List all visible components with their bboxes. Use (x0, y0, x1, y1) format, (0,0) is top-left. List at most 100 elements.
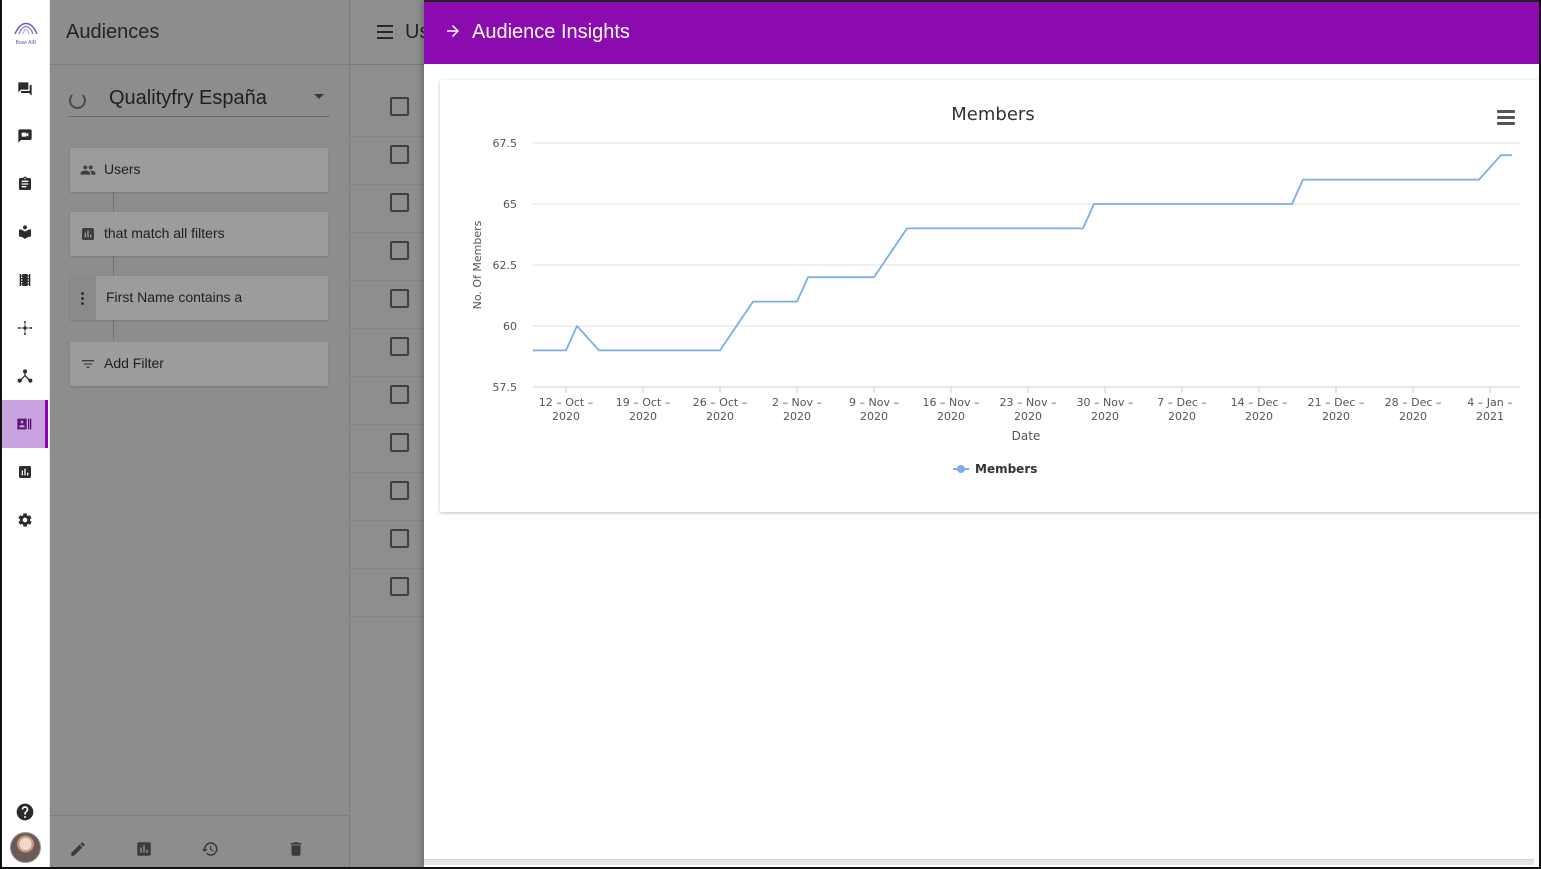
x-tick-label: 26 – Oct – (693, 396, 748, 409)
film-icon (19, 274, 31, 286)
rail-help[interactable] (2, 788, 48, 836)
x-tick-label: 2020 (629, 410, 657, 423)
connector-line (113, 192, 114, 212)
users-card[interactable]: Users (70, 148, 328, 192)
chevron-down-icon (314, 94, 324, 99)
row-checkbox[interactable] (390, 337, 409, 356)
nav-rail: Bose AIR (2, 0, 50, 867)
app-logo[interactable]: Bose AIR (10, 18, 42, 52)
audiences-header: Audiences (50, 0, 349, 65)
drawer-title: Audience Insights (472, 21, 630, 43)
connector-line (113, 320, 114, 340)
x-tick-label: 2 – Nov – (772, 396, 822, 409)
chart-series (533, 154, 1512, 352)
x-tick-label: 2020 (1245, 410, 1273, 423)
rail-video-feedback[interactable] (2, 112, 48, 160)
x-tick-label: 2020 (860, 410, 888, 423)
row-checkbox[interactable] (390, 193, 409, 212)
trash-icon (290, 842, 302, 856)
pencil-icon (71, 842, 85, 856)
delete-button[interactable] (287, 840, 305, 858)
row-checkbox[interactable] (390, 97, 409, 116)
y-tick-label: 65 (503, 198, 517, 211)
list-title: Us (405, 21, 430, 43)
row-divider (350, 376, 425, 377)
row-checkbox[interactable] (390, 481, 409, 500)
drag-handle-icon[interactable] (70, 276, 96, 320)
x-tick-label: 21 – Dec – (1308, 396, 1365, 409)
x-tick-label: 2020 (552, 410, 580, 423)
filter-card[interactable]: First Name contains a (70, 276, 328, 320)
add-filter-button[interactable]: Add Filter (70, 342, 328, 386)
x-tick-label: 30 – Nov – (1077, 396, 1134, 409)
bar-chart-icon (137, 842, 151, 856)
drawer-header: Audience Insights (424, 0, 1539, 64)
rail-chat[interactable] (2, 65, 48, 113)
row-divider (350, 472, 425, 473)
rail-tasks[interactable] (2, 160, 48, 208)
row-checkbox[interactable] (390, 241, 409, 260)
connector-line (113, 256, 114, 276)
close-drawer-button[interactable] (444, 22, 462, 40)
rail-settings[interactable] (2, 496, 48, 544)
insights-button[interactable] (135, 840, 153, 858)
menu-icon[interactable] (377, 25, 393, 39)
y-tick-label: 62.5 (493, 259, 518, 272)
row-divider (350, 424, 425, 425)
row-checkbox[interactable] (390, 577, 409, 596)
row-checkbox[interactable] (390, 433, 409, 452)
horizontal-scrollbar[interactable] (424, 859, 1534, 865)
filter-icon (82, 360, 94, 368)
audiences-panel: Qualityfry España Users that match all f… (50, 65, 349, 815)
background-app: Audiences Qualityfry España Users that m… (50, 0, 429, 867)
members-series-line[interactable] (533, 154, 1512, 352)
x-tick-label: 16 – Nov – (923, 396, 980, 409)
x-tick-label: 2020 (1091, 410, 1119, 423)
rail-study[interactable] (2, 208, 48, 256)
x-tick-label: 2020 (1168, 410, 1196, 423)
x-tick-label: 2020 (1322, 410, 1350, 423)
row-checkbox[interactable] (390, 529, 409, 548)
rail-media[interactable] (2, 256, 48, 304)
chart-menu-button[interactable] (1497, 110, 1515, 126)
rail-reports[interactable] (2, 448, 48, 496)
audiences-toolbar (50, 815, 349, 867)
users-list: Us (349, 0, 429, 867)
rail-network[interactable] (2, 304, 48, 352)
x-tick-label: 2020 (783, 410, 811, 423)
row-divider (350, 232, 425, 233)
page-title: Audiences (66, 21, 160, 43)
audience-select[interactable]: Qualityfry España (69, 85, 330, 117)
row-checkbox[interactable] (390, 385, 409, 404)
x-tick-label: 2021 (1476, 410, 1504, 423)
chat-icon (18, 82, 32, 96)
members-chart-card: Members 57.5 60 62.5 65 67.5 12 – Oct –2020 1… (440, 80, 1539, 512)
edit-button[interactable] (69, 840, 87, 858)
clipboard-icon (19, 176, 31, 190)
user-avatar[interactable] (10, 832, 41, 863)
filter-label: First Name contains a (106, 289, 243, 305)
insights-drawer: Audience Insights Members 57.5 60 62.5 65 67… (424, 0, 1539, 867)
legend-label: Members (975, 462, 1037, 476)
x-tick-label: 4 – Jan – (1467, 396, 1512, 409)
x-tick-label: 23 – Nov – (1000, 396, 1057, 409)
video-feedback-icon (18, 129, 32, 143)
x-tick-label: 14 – Dec – (1231, 396, 1288, 409)
logo-text: Bose AIR (15, 40, 37, 46)
chart-legend[interactable]: Members (953, 462, 1037, 476)
row-divider (350, 328, 425, 329)
row-checkbox[interactable] (390, 289, 409, 308)
rail-audiences[interactable] (2, 400, 48, 448)
users-icon (80, 165, 96, 175)
book-icon (19, 225, 31, 239)
row-checkbox[interactable] (390, 145, 409, 164)
users-label: Users (104, 161, 141, 177)
x-tick-label: 2020 (937, 410, 965, 423)
history-button[interactable] (201, 840, 219, 858)
x-tick-label: 7 – Dec – (1157, 396, 1207, 409)
match-card[interactable]: that match all filters (70, 212, 328, 256)
rail-flows[interactable] (2, 352, 48, 400)
